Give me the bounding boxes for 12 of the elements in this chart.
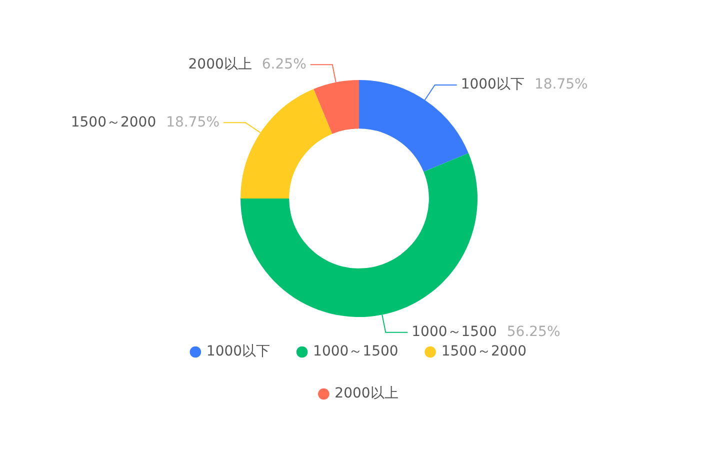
legend-label: 1000以下 — [206, 344, 270, 360]
legend-label: 2000以上 — [334, 386, 398, 402]
slice-label: 2000以上 — [188, 56, 252, 72]
legend-label: 1500～2000 — [441, 344, 527, 360]
slice-label: 1000～1500 — [412, 324, 497, 340]
slice-label: 1000以下 — [460, 76, 524, 93]
slice-label: 1500～2000 — [70, 114, 156, 130]
data-label: 18.75% — [166, 114, 220, 130]
data-label: 56.25% — [506, 324, 560, 340]
data-label: 18.75% — [534, 76, 588, 93]
legend-label: 1000～1500 — [313, 344, 398, 360]
data-label: 6.25% — [262, 56, 306, 72]
